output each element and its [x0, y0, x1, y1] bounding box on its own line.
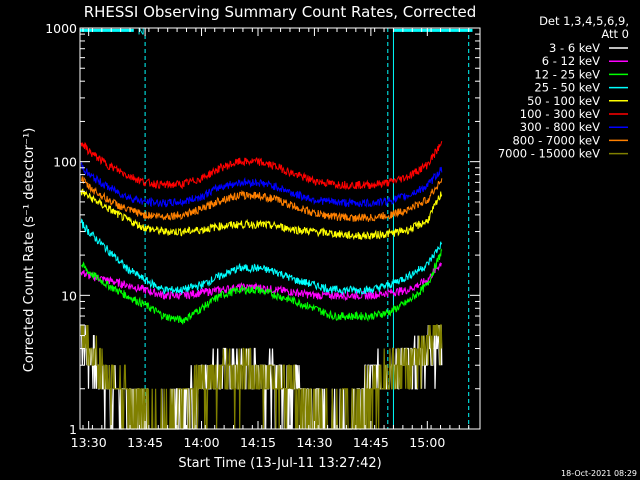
legend-label-0: 3 - 6 keV — [549, 41, 600, 55]
y-tick-label-3: 1000 — [45, 21, 77, 36]
legend-label-1: 6 - 12 keV — [542, 54, 600, 68]
attenuator-label-0: N — [138, 27, 145, 37]
x-tick-label-1: 13:45 — [127, 435, 163, 450]
legend-label-6: 300 - 800 keV — [520, 120, 600, 134]
legend-label-5: 100 - 300 keV — [520, 107, 600, 121]
legend-label-4: 50 - 100 keV — [527, 94, 600, 108]
legend-header-line-1: Det 1,3,4,5,6,9, — [539, 14, 629, 28]
legend-header-line-2: Att 0 — [601, 27, 629, 41]
legend-label-3: 25 - 50 keV — [534, 81, 600, 95]
chart-title: RHESSI Observing Summary Count Rates, Co… — [84, 3, 477, 21]
generation-timestamp: 18-Oct-2021 08:29 — [561, 469, 637, 478]
y-tick-label-1: 10 — [61, 288, 77, 303]
x-axis-label: Start Time (13-Jul-11 13:27:42) — [178, 456, 381, 471]
x-tick-label-4: 14:30 — [296, 435, 332, 450]
legend-label-7: 800 - 7000 keV — [512, 133, 600, 147]
chart: RHESSI Observing Summary Count Rates, Co… — [0, 0, 640, 480]
y-axis-label: Corrected Count Rate (s⁻¹ detector⁻¹) — [22, 128, 37, 373]
legend-label-8: 7000 - 15000 keV — [498, 147, 600, 161]
x-tick-label-0: 13:30 — [71, 435, 107, 450]
x-tick-label-2: 14:00 — [184, 435, 220, 450]
x-tick-label-6: 15:00 — [409, 435, 445, 450]
x-tick-label-3: 14:15 — [240, 435, 276, 450]
x-tick-label-5: 14:45 — [353, 435, 389, 450]
y-tick-label-0: 1 — [69, 422, 77, 437]
legend-label-2: 12 - 25 keV — [534, 67, 600, 81]
y-tick-label-2: 100 — [53, 155, 77, 170]
